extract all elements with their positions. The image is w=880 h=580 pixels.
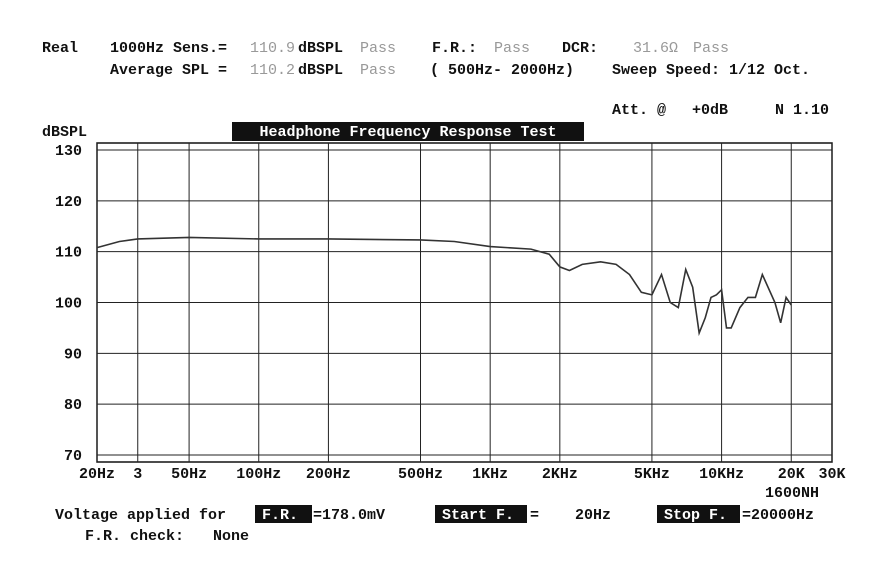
start-value: 20Hz xyxy=(575,507,611,524)
voltage-value: =178.0mV xyxy=(313,507,385,524)
att-value: +0dB xyxy=(692,102,728,119)
version: N 1.10 xyxy=(775,102,829,119)
avg-label: Average SPL = xyxy=(110,62,227,79)
sweep: Sweep Speed: 1/12 Oct. xyxy=(612,62,810,79)
sens-status: Pass xyxy=(360,40,396,57)
y-tick-label: 130 xyxy=(55,143,82,160)
avg-status: Pass xyxy=(360,62,396,79)
x-tick-label: 100Hz xyxy=(236,466,281,483)
x-tick-label: 5KHz xyxy=(634,466,670,483)
x-tick-label: 10KHz xyxy=(699,466,744,483)
mode: Real xyxy=(42,40,78,57)
y-tick-label: 90 xyxy=(64,346,82,363)
x-tick-label: 500Hz xyxy=(398,466,443,483)
y-axis-label: dBSPL xyxy=(42,124,87,141)
stop-box-label: Stop F. xyxy=(664,507,727,524)
chart-title: Headphone Frequency Response Test xyxy=(259,124,556,141)
response-curve xyxy=(96,236,792,337)
fr-label: F.R.: xyxy=(432,40,477,57)
avg-unit: dBSPL xyxy=(298,62,343,79)
x-tick-label: 1KHz xyxy=(472,466,508,483)
sens-unit: dBSPL xyxy=(298,40,343,57)
x-tick-label: 50Hz xyxy=(171,466,207,483)
x-tick-label: 200Hz xyxy=(306,466,351,483)
y-tick-label: 120 xyxy=(55,194,82,211)
avg-range: ( 500Hz- 2000Hz) xyxy=(430,62,574,79)
y-tick-label: 100 xyxy=(55,296,82,313)
x-tick-label: 3 xyxy=(133,466,142,483)
voltage-label: Voltage applied for xyxy=(55,507,226,524)
x-tick-label: 2KHz xyxy=(542,466,578,483)
y-tick-label: 110 xyxy=(55,245,82,262)
sens-value: 110.9 xyxy=(250,40,295,57)
start-box xyxy=(435,505,527,523)
dcr-status: Pass xyxy=(693,40,729,57)
x-tick-label: 30K xyxy=(818,466,845,483)
model: 1600NH xyxy=(765,485,819,502)
sens-label: 1000Hz Sens.= xyxy=(110,40,227,57)
stop-box xyxy=(657,505,740,523)
att-label: Att. @ xyxy=(612,102,666,119)
check-label: F.R. check: xyxy=(85,528,184,545)
y-tick-label: 70 xyxy=(64,448,82,465)
x-tick-label: 20Hz xyxy=(79,466,115,483)
dcr-value: 31.6Ω xyxy=(633,40,678,57)
fr-status: Pass xyxy=(494,40,530,57)
y-tick-label: 80 xyxy=(64,397,82,414)
x-tick-label: 20K xyxy=(778,466,805,483)
dcr-label: DCR: xyxy=(562,40,598,57)
fr-box xyxy=(255,505,312,523)
start-box-label: Start F. xyxy=(442,507,514,524)
check-value: None xyxy=(213,528,249,545)
avg-value: 110.2 xyxy=(250,62,295,79)
title-box xyxy=(232,122,584,141)
start-eq: = xyxy=(530,507,539,524)
stop-value: =20000Hz xyxy=(742,507,814,524)
fr-box-label: F.R. xyxy=(262,507,298,524)
